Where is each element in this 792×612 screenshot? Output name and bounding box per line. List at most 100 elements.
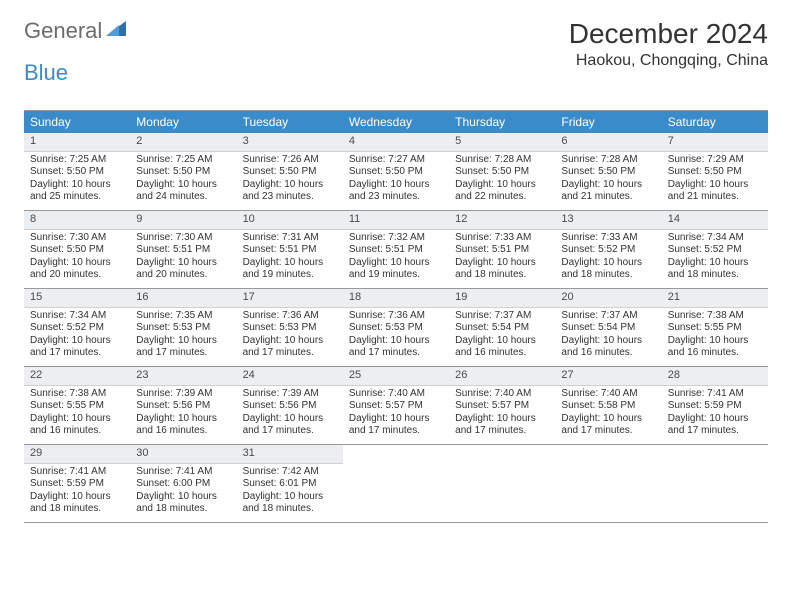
- day-number: 23: [130, 367, 236, 386]
- sunrise-line: Sunrise: 7:35 AM: [136, 310, 232, 323]
- sunrise-line: Sunrise: 7:42 AM: [243, 466, 339, 479]
- sunrise-line: Sunrise: 7:36 AM: [349, 310, 445, 323]
- day-cell: 14Sunrise: 7:34 AMSunset: 5:52 PMDayligh…: [662, 211, 768, 289]
- sunset-line: Sunset: 5:50 PM: [349, 166, 445, 179]
- dow-header: Tuesday: [237, 111, 343, 133]
- day-body: Sunrise: 7:34 AMSunset: 5:52 PMDaylight:…: [662, 230, 768, 286]
- day-cell: 26Sunrise: 7:40 AMSunset: 5:57 PMDayligh…: [449, 367, 555, 445]
- sunset-line: Sunset: 6:01 PM: [243, 478, 339, 491]
- daylight-line: Daylight: 10 hours and 18 minutes.: [30, 491, 126, 516]
- sunset-line: Sunset: 5:56 PM: [243, 400, 339, 413]
- empty-cell: ..: [662, 445, 768, 523]
- daylight-line: Daylight: 10 hours and 22 minutes.: [455, 179, 551, 204]
- sunrise-line: Sunrise: 7:28 AM: [561, 154, 657, 167]
- daylight-line: Daylight: 10 hours and 18 minutes.: [243, 491, 339, 516]
- daylight-line: Daylight: 10 hours and 18 minutes.: [455, 257, 551, 282]
- day-cell: 3Sunrise: 7:26 AMSunset: 5:50 PMDaylight…: [237, 133, 343, 211]
- day-body: Sunrise: 7:41 AMSunset: 5:59 PMDaylight:…: [662, 386, 768, 442]
- sunrise-line: Sunrise: 7:38 AM: [30, 388, 126, 401]
- logo-word1: General: [24, 18, 102, 44]
- daylight-line: Daylight: 10 hours and 16 minutes.: [561, 335, 657, 360]
- day-body: Sunrise: 7:31 AMSunset: 5:51 PMDaylight:…: [237, 230, 343, 286]
- sunrise-line: Sunrise: 7:32 AM: [349, 232, 445, 245]
- day-cell: 29Sunrise: 7:41 AMSunset: 5:59 PMDayligh…: [24, 445, 130, 523]
- day-number: 27: [555, 367, 661, 386]
- day-body: Sunrise: 7:33 AMSunset: 5:51 PMDaylight:…: [449, 230, 555, 286]
- day-cell: 16Sunrise: 7:35 AMSunset: 5:53 PMDayligh…: [130, 289, 236, 367]
- sunset-line: Sunset: 5:52 PM: [30, 322, 126, 335]
- sunrise-line: Sunrise: 7:41 AM: [668, 388, 764, 401]
- daylight-line: Daylight: 10 hours and 21 minutes.: [668, 179, 764, 204]
- day-body: Sunrise: 7:39 AMSunset: 5:56 PMDaylight:…: [237, 386, 343, 442]
- sunrise-line: Sunrise: 7:40 AM: [349, 388, 445, 401]
- day-number: 24: [237, 367, 343, 386]
- day-body: Sunrise: 7:38 AMSunset: 5:55 PMDaylight:…: [24, 386, 130, 442]
- empty-cell: ..: [343, 445, 449, 523]
- day-number: 4: [343, 133, 449, 152]
- day-body: Sunrise: 7:36 AMSunset: 5:53 PMDaylight:…: [343, 308, 449, 364]
- sunset-line: Sunset: 5:58 PM: [561, 400, 657, 413]
- day-body: Sunrise: 7:36 AMSunset: 5:53 PMDaylight:…: [237, 308, 343, 364]
- sunset-line: Sunset: 5:53 PM: [136, 322, 232, 335]
- daylight-line: Daylight: 10 hours and 24 minutes.: [136, 179, 232, 204]
- daylight-line: Daylight: 10 hours and 23 minutes.: [243, 179, 339, 204]
- daylight-line: Daylight: 10 hours and 17 minutes.: [30, 335, 126, 360]
- sunset-line: Sunset: 5:52 PM: [668, 244, 764, 257]
- daylight-line: Daylight: 10 hours and 17 minutes.: [349, 413, 445, 438]
- sunrise-line: Sunrise: 7:40 AM: [561, 388, 657, 401]
- sunset-line: Sunset: 5:50 PM: [455, 166, 551, 179]
- day-number: 8: [24, 211, 130, 230]
- day-number: 17: [237, 289, 343, 308]
- day-cell: 30Sunrise: 7:41 AMSunset: 6:00 PMDayligh…: [130, 445, 236, 523]
- day-body: Sunrise: 7:30 AMSunset: 5:51 PMDaylight:…: [130, 230, 236, 286]
- day-number: 19: [449, 289, 555, 308]
- day-cell: 27Sunrise: 7:40 AMSunset: 5:58 PMDayligh…: [555, 367, 661, 445]
- sunset-line: Sunset: 5:51 PM: [349, 244, 445, 257]
- sunset-line: Sunset: 5:50 PM: [30, 166, 126, 179]
- daylight-line: Daylight: 10 hours and 17 minutes.: [349, 335, 445, 360]
- day-number: 11: [343, 211, 449, 230]
- sunset-line: Sunset: 5:50 PM: [561, 166, 657, 179]
- sunrise-line: Sunrise: 7:41 AM: [136, 466, 232, 479]
- day-cell: 20Sunrise: 7:37 AMSunset: 5:54 PMDayligh…: [555, 289, 661, 367]
- day-body: Sunrise: 7:38 AMSunset: 5:55 PMDaylight:…: [662, 308, 768, 364]
- sunrise-line: Sunrise: 7:30 AM: [136, 232, 232, 245]
- sunset-line: Sunset: 5:53 PM: [243, 322, 339, 335]
- sunset-line: Sunset: 5:59 PM: [30, 478, 126, 491]
- day-cell: 2Sunrise: 7:25 AMSunset: 5:50 PMDaylight…: [130, 133, 236, 211]
- sunset-line: Sunset: 5:59 PM: [668, 400, 764, 413]
- day-cell: 18Sunrise: 7:36 AMSunset: 5:53 PMDayligh…: [343, 289, 449, 367]
- day-cell: 21Sunrise: 7:38 AMSunset: 5:55 PMDayligh…: [662, 289, 768, 367]
- dow-header: Friday: [555, 111, 661, 133]
- day-number: 26: [449, 367, 555, 386]
- empty-cell: ..: [449, 445, 555, 523]
- daylight-line: Daylight: 10 hours and 16 minutes.: [30, 413, 126, 438]
- day-number: 29: [24, 445, 130, 464]
- logo-word2-wrap: Blue: [24, 60, 768, 86]
- dow-header: Thursday: [449, 111, 555, 133]
- day-body: Sunrise: 7:41 AMSunset: 5:59 PMDaylight:…: [24, 464, 130, 520]
- day-number: 7: [662, 133, 768, 152]
- day-body: Sunrise: 7:26 AMSunset: 5:50 PMDaylight:…: [237, 152, 343, 208]
- dow-header: Saturday: [662, 111, 768, 133]
- sunrise-line: Sunrise: 7:39 AM: [243, 388, 339, 401]
- day-cell: 28Sunrise: 7:41 AMSunset: 5:59 PMDayligh…: [662, 367, 768, 445]
- day-cell: 31Sunrise: 7:42 AMSunset: 6:01 PMDayligh…: [237, 445, 343, 523]
- daylight-line: Daylight: 10 hours and 17 minutes.: [243, 335, 339, 360]
- day-body: Sunrise: 7:28 AMSunset: 5:50 PMDaylight:…: [449, 152, 555, 208]
- daylight-line: Daylight: 10 hours and 18 minutes.: [136, 491, 232, 516]
- day-cell: 5Sunrise: 7:28 AMSunset: 5:50 PMDaylight…: [449, 133, 555, 211]
- sunset-line: Sunset: 5:55 PM: [30, 400, 126, 413]
- sunset-line: Sunset: 5:55 PM: [668, 322, 764, 335]
- day-body: Sunrise: 7:35 AMSunset: 5:53 PMDaylight:…: [130, 308, 236, 364]
- day-number: 30: [130, 445, 236, 464]
- day-body: Sunrise: 7:41 AMSunset: 6:00 PMDaylight:…: [130, 464, 236, 520]
- daylight-line: Daylight: 10 hours and 25 minutes.: [30, 179, 126, 204]
- day-cell: 23Sunrise: 7:39 AMSunset: 5:56 PMDayligh…: [130, 367, 236, 445]
- day-body: Sunrise: 7:42 AMSunset: 6:01 PMDaylight:…: [237, 464, 343, 520]
- day-cell: 6Sunrise: 7:28 AMSunset: 5:50 PMDaylight…: [555, 133, 661, 211]
- daylight-line: Daylight: 10 hours and 17 minutes.: [455, 413, 551, 438]
- sunrise-line: Sunrise: 7:40 AM: [455, 388, 551, 401]
- day-cell: 17Sunrise: 7:36 AMSunset: 5:53 PMDayligh…: [237, 289, 343, 367]
- day-cell: 24Sunrise: 7:39 AMSunset: 5:56 PMDayligh…: [237, 367, 343, 445]
